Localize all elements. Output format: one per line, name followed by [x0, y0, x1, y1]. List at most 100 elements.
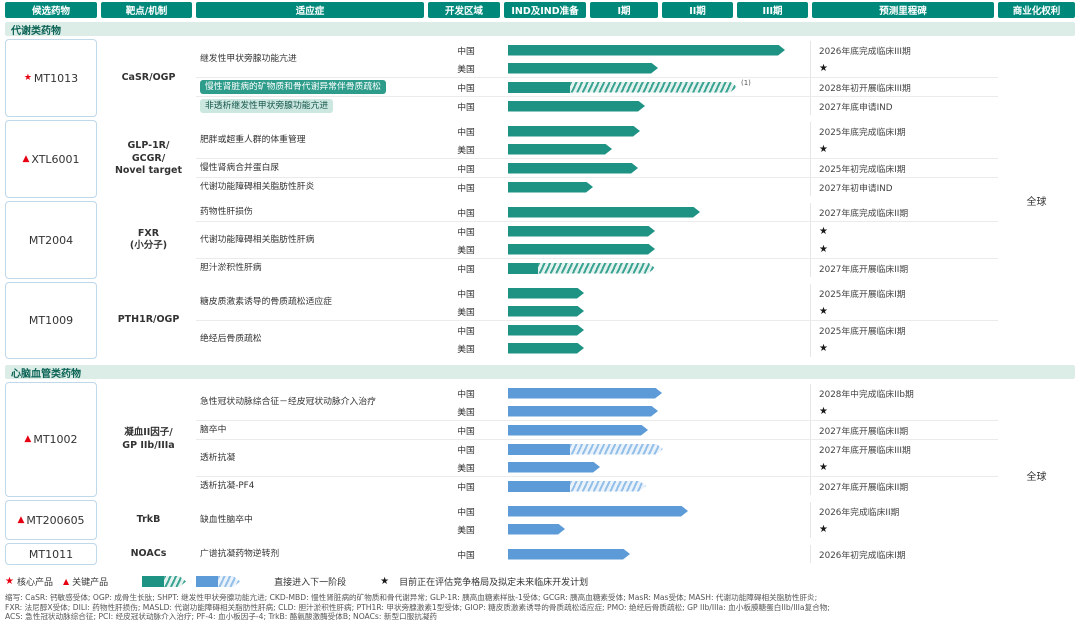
- milestone: 2026年初完成临床I期: [810, 545, 998, 563]
- core-product-marker-icon: ★: [23, 72, 32, 83]
- progress-bar: [508, 182, 593, 193]
- indication-group: 急性冠状动脉综合征－经皮冠状动脉介入治疗 中国 2028年中完成临床IIb期 美国 ★: [196, 384, 998, 420]
- progress-bar-area: [504, 421, 810, 439]
- drug-name: XTL6001: [31, 152, 80, 166]
- pipeline-row: 中国 2027年底开展临床III期: [428, 440, 998, 458]
- milestone: 2027年底申请IND: [810, 97, 998, 115]
- milestone: 2025年底完成临床I期: [810, 122, 998, 140]
- drug-row: ▲ MT200605 TrkB 缺血性脑卒中 中国 2026年完成临床II期 美国 ★: [5, 500, 998, 540]
- progress-bar-area: [504, 302, 810, 320]
- milestone: 2025年初完成临床I期: [810, 159, 998, 177]
- progress-bar: [508, 306, 584, 317]
- progress-bar-area: [504, 140, 810, 158]
- column-header-7: II期: [662, 2, 733, 18]
- indication-label: 非透析继发性甲状旁腺功能亢进: [196, 98, 428, 114]
- column-header-6: I期: [590, 2, 658, 18]
- indication-highlight: 非透析继发性甲状旁腺功能亢进: [200, 98, 334, 114]
- drug-name: MT1002: [33, 433, 78, 446]
- region-label: 中国: [457, 389, 475, 400]
- candidate-cell: ▲ XTL6001: [5, 120, 97, 198]
- evaluation-note: 目前正在评估竞争格局及拟定未来临床开发计划: [399, 578, 589, 588]
- region-label: 中国: [457, 550, 475, 561]
- region-label: 中国: [457, 227, 475, 238]
- evaluation-star-icon: ★: [380, 576, 390, 587]
- commercial-rights: 全球: [1026, 197, 1047, 208]
- milestone: 2025年底开展临床I期: [810, 284, 998, 302]
- pipeline-row: 中国 2027年底申请IND: [428, 97, 998, 115]
- bar-footnote-marker: (1): [741, 79, 751, 87]
- key-product-marker-icon: ▲: [22, 153, 30, 164]
- indication-label: 缺血性脑卒中: [200, 514, 253, 525]
- progress-bar: [508, 45, 785, 56]
- pipeline-row: 中国 2027年底开展临床II期: [428, 421, 998, 439]
- key-product-triangle-icon: ▲: [62, 577, 70, 586]
- region-label: 中国: [457, 102, 475, 113]
- region-label: 中国: [457, 426, 475, 437]
- pipeline-row: 美国 ★: [428, 339, 998, 357]
- section-band: 代谢类药物: [5, 22, 1075, 37]
- drug-row: MT2004 FXR (小分子) 药物性肝损伤 中国 2027年底完成临床II期 代谢功能…: [5, 201, 998, 279]
- candidate-cell: MT1011: [5, 543, 97, 565]
- key-product-marker-icon: ▲: [17, 514, 25, 525]
- legend: ★ 核心产品 ▲ 关键产品 直接进入下一阶段 ★ 目前正在评估竞争格局及拟定未来…: [5, 575, 1075, 588]
- pipeline-row: 中国 2025年底开展临床I期: [428, 321, 998, 339]
- milestone: ★: [810, 520, 998, 538]
- footnote-line: ACS: 急性冠状动脉综合征; PCI: 经皮冠状动脉介入治疗; PF-4: 血…: [5, 612, 438, 622]
- candidate-cell: ▲ MT200605: [5, 500, 97, 540]
- progress-bar: [508, 462, 600, 473]
- candidate-cell: MT1009: [5, 282, 97, 359]
- progress-bar: [508, 226, 655, 237]
- target-mechanism: NOACs: [130, 547, 167, 559]
- progress-bar: [508, 288, 584, 299]
- region-label: 中国: [457, 127, 475, 138]
- footnotes: 缩写: CaSR: 钙敏感受体; OGP: 成骨生长肽; SHPT: 继发性甲状…: [5, 593, 1075, 622]
- target-mechanism: CaSR/OGP: [121, 71, 176, 83]
- section: 心脑血管类药物 ▲ MT1002 凝血II因子/ GP IIb/IIIa 急性冠状动脉综…: [5, 365, 1075, 568]
- bar-solid-segment: [508, 480, 570, 492]
- progress-bar-area: [504, 545, 810, 563]
- pipeline-table: 候选药物 靶点/机制 适应症 开发区域 IND及IND准备 I期 II期 III期 预测里程碑商…: [5, 2, 1075, 622]
- progress-bar-area: (1): [504, 78, 810, 96]
- bar-hatched-segment: [570, 82, 737, 93]
- milestone: 2027年底开展临床III期: [810, 440, 998, 458]
- bar-hatched-segment: [538, 263, 655, 274]
- indication-label: 广谱抗凝药物逆转剂: [200, 548, 280, 559]
- pipeline-row: 中国 2027年初申请IND: [428, 178, 998, 196]
- column-header-9: 预测里程碑: [812, 2, 994, 18]
- pipeline-row: 美国 ★: [428, 240, 998, 258]
- milestone: 2027年底开展临床II期: [810, 259, 998, 277]
- indication-group: 胆汁淤积性肝病 中国 2027年底开展临床II期: [196, 258, 998, 277]
- milestone: 2026年底完成临床III期: [810, 41, 998, 59]
- indication-highlight: 慢性肾脏病的矿物质和骨代谢异常伴骨质疏松: [200, 79, 386, 95]
- key-product-marker-icon: ▲: [24, 434, 32, 444]
- column-header-8: III期: [737, 2, 808, 18]
- progress-bar: [508, 163, 638, 174]
- indication-group: 透析抗凝-PF4 中国 2027年底开展临床II期: [196, 476, 998, 495]
- pipeline-row: 中国 2025年底开展临床I期: [428, 284, 998, 302]
- pipeline-row: 中国 (1) 2028年初开展临床III期: [428, 78, 998, 96]
- progress-bar: [508, 480, 646, 492]
- column-header-3: 适应症: [196, 2, 424, 18]
- legend-key-product: ▲ 关键产品: [63, 575, 108, 588]
- drug-row: ★ MT1013 CaSR/OGP 继发性甲状旁腺功能亢进 中国 2026年底完成临床II…: [5, 39, 998, 117]
- milestone: 2026年完成临床II期: [810, 502, 998, 520]
- milestone: 2027年底开展临床II期: [810, 421, 998, 439]
- candidate-cell: MT2004: [5, 201, 97, 279]
- pipeline-row: 美国 ★: [428, 59, 998, 77]
- milestone: ★: [810, 222, 998, 240]
- indication-label: 药物性肝损伤: [200, 206, 253, 217]
- region-label: 中国: [457, 183, 475, 194]
- progress-bar: [508, 244, 655, 255]
- progress-bar-area: [504, 384, 810, 402]
- candidate-cell: ★ MT1013: [5, 39, 97, 117]
- pipeline-row: 美国 ★: [428, 140, 998, 158]
- region-label: 中国: [457, 289, 475, 300]
- indication-group: 非透析继发性甲状旁腺功能亢进 中国 2027年底申请IND: [196, 96, 998, 115]
- progress-bar: [508, 325, 584, 336]
- region-label: 中国: [457, 46, 475, 57]
- pipeline-row: 中国 2026年初完成临床I期: [428, 545, 998, 563]
- progress-bar: [508, 343, 584, 354]
- progress-bar: [508, 425, 648, 436]
- column-header-2: 靶点/机制: [101, 2, 192, 18]
- indication-group: 慢性肾病合并蛋白尿 中国 2025年初完成临床I期: [196, 158, 998, 177]
